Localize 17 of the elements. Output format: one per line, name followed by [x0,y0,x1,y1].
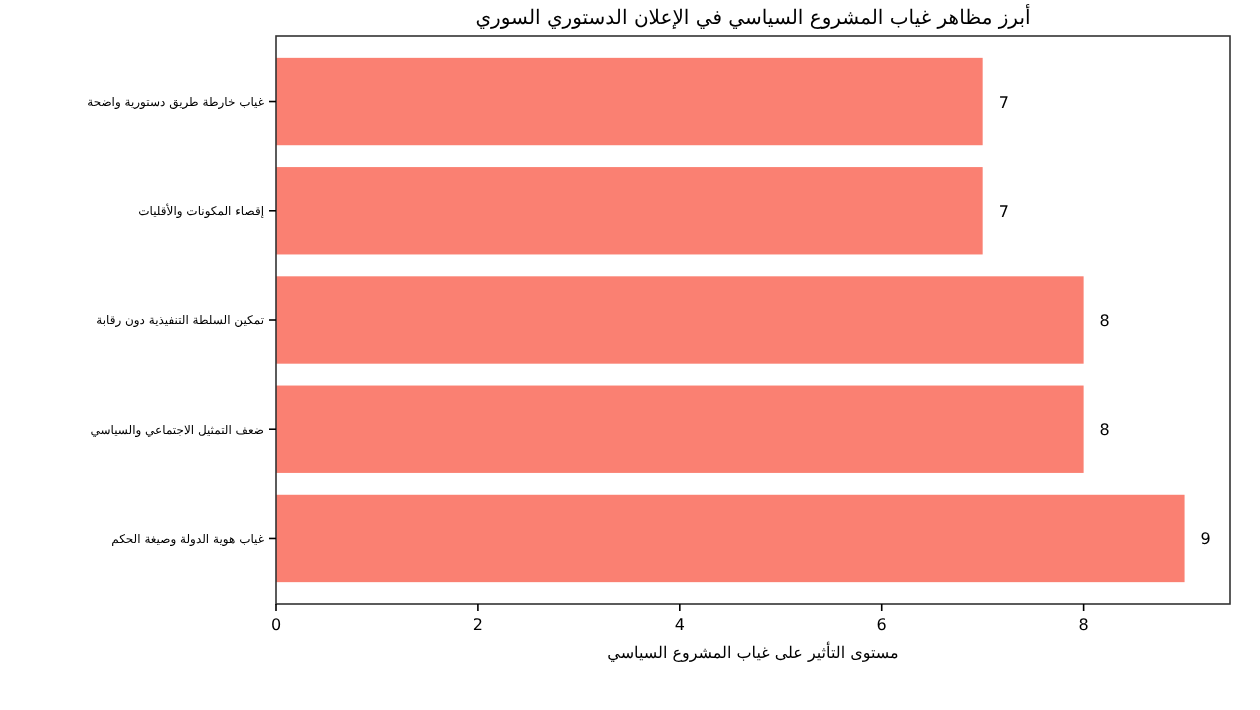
bar [276,494,1185,583]
data-label: 8 [1099,421,1110,440]
x-tick-label: 6 [876,616,887,634]
bar [276,167,983,255]
data-label: 8 [1099,312,1110,330]
bar [276,385,1084,473]
chart-title: أبرز مظاهر غياب المشروع السياسي في الإعلان الدستوري السوري [475,4,1031,30]
x-tick-label: 2 [472,616,483,634]
data-label: 7 [998,93,1009,112]
data-label: 7 [998,202,1009,221]
x-tick-label: 4 [674,616,685,634]
bar [276,57,983,146]
x-tick-label: 0 [270,616,282,634]
x-axis-title: مستوى التأثير على غياب المشروع السياسي [607,640,899,662]
data-label: 9 [1200,530,1211,549]
x-tick-label: 8 [1078,616,1089,634]
bar [276,276,1084,364]
